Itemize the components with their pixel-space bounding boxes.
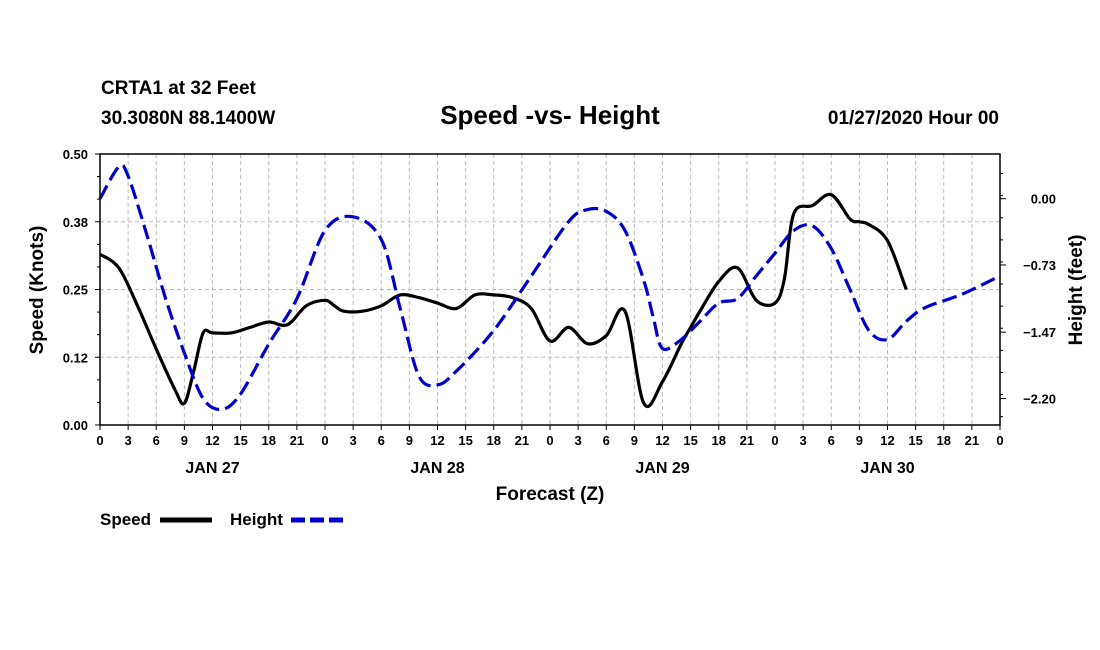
plot-frame [99,153,1001,426]
x-tick-label: 6 [603,433,610,448]
x-tick-label: 9 [406,433,413,448]
x-tick-label: 3 [575,433,582,448]
x-tick-label: 0 [546,433,553,448]
x-tick-label: 0 [771,433,778,448]
x-tick-label: 15 [683,433,697,448]
right-tick-label: 0.00 [1031,192,1056,207]
x-tick-label: 21 [965,433,979,448]
right-axis-title: Height (feet) [1066,235,1087,346]
data-series [98,163,1001,412]
x-tick-label: 9 [631,433,638,448]
left-tick-label: 0.12 [63,350,88,365]
left-tick-label: 0.50 [63,147,88,162]
x-tick-label: 0 [96,433,103,448]
right-tick-label: −1.47 [1023,325,1056,340]
left-tick-label: 0.25 [63,283,88,298]
location-label: 30.3080N 88.1400W [101,108,275,129]
x-tick-label: 18 [262,433,276,448]
x-tick-label: 9 [856,433,863,448]
height-series-line [98,163,1001,412]
x-tick-label: 21 [740,433,754,448]
day-label: JAN 29 [635,460,689,477]
x-tick-label: 18 [487,433,501,448]
x-tick-label: 12 [655,433,669,448]
day-label: JAN 28 [410,460,464,477]
chart-title: Speed -vs- Height [440,100,660,130]
speed-series-line [99,192,908,408]
x-tick-label: 15 [233,433,247,448]
x-tick-label: 3 [125,433,132,448]
left-axis-title: Speed (Knots) [27,226,48,355]
x-tick-label: 6 [828,433,835,448]
x-tick-label: 15 [458,433,472,448]
x-tick-label: 0 [996,433,1003,448]
x-tick-label: 21 [515,433,529,448]
x-tick-label: 6 [378,433,385,448]
x-tick-label: 0 [321,433,328,448]
x-tick-label: 18 [712,433,726,448]
legend-speed-label: Speed [100,510,151,529]
x-tick-label: 12 [205,433,219,448]
grid [100,154,1000,425]
x-tick-label: 18 [937,433,951,448]
x-tick-label: 6 [153,433,160,448]
x-tick-label: 15 [908,433,922,448]
day-label: JAN 27 [185,460,239,477]
run-time-label: 01/27/2020 Hour 00 [828,108,999,129]
right-tick-label: −2.20 [1023,391,1056,406]
station-label: CRTA1 at 32 Feet [101,78,257,99]
day-label: JAN 30 [860,460,914,477]
x-axis-title: Forecast (Z) [496,484,605,505]
legend: Speed Height [100,510,343,529]
x-tick-label: 12 [880,433,894,448]
x-tick-label: 12 [430,433,444,448]
left-tick-label: 0.00 [63,418,88,433]
x-tick-label: 21 [290,433,304,448]
legend-height-label: Height [230,510,283,529]
x-tick-label: 9 [181,433,188,448]
x-tick-label: 3 [800,433,807,448]
axes: 0 3 6 9 12 15 18 21 0 3 6 9 12 15 18 21 0 3 6 9 12 15 18 21 0 3 6 9… [63,147,1056,477]
left-tick-label: 0.38 [63,215,88,230]
x-tick-label: 3 [350,433,357,448]
right-tick-label: −0.73 [1023,258,1056,273]
